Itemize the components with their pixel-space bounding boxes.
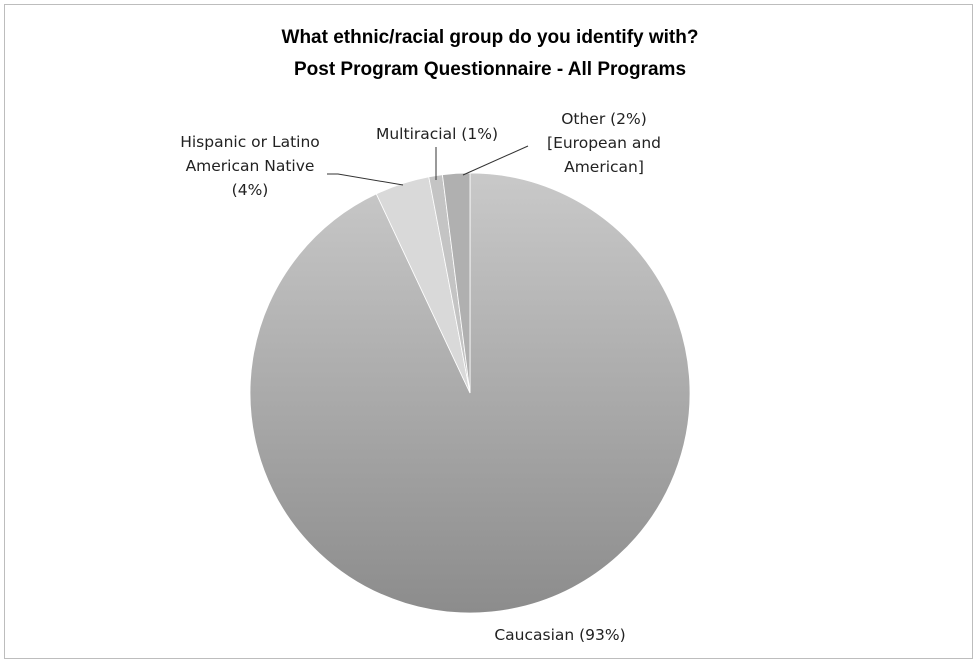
pie-slice <box>441 172 471 394</box>
chart-title: What ethnic/racial group do you identify… <box>282 27 699 48</box>
slice-label: Other (2%) [European and American] <box>547 110 661 176</box>
slice-labels: Caucasian (93%) Hispanic or Latino America… <box>180 110 661 644</box>
slice-label: Caucasian (93%) <box>494 626 625 644</box>
pie-slices <box>249 172 691 614</box>
chart-subtitle: Post Program Questionnaire - All Program… <box>294 59 686 80</box>
leader-line <box>327 173 404 186</box>
slice-label: Multiracial (1%) <box>376 125 498 143</box>
leader-lines <box>327 145 529 186</box>
leader-line <box>462 145 529 176</box>
slice-label: Hispanic or Latino American Native (4%) <box>180 133 320 199</box>
